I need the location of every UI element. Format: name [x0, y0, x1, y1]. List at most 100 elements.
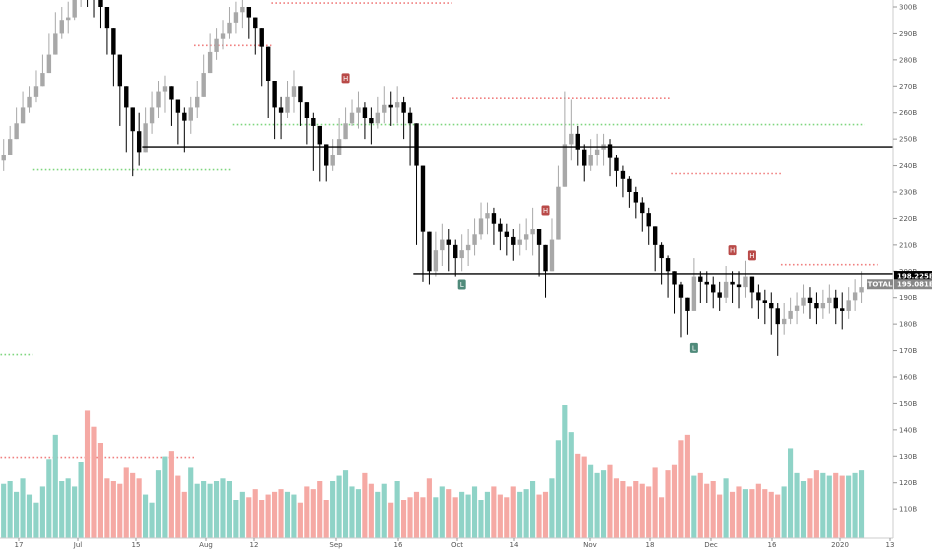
- volume-bar: [336, 475, 342, 538]
- candle-body: [253, 17, 258, 29]
- candle-body: [717, 292, 722, 298]
- candle-body: [240, 7, 245, 13]
- volume-bar: [226, 481, 232, 538]
- price-label-value: 195.081B: [897, 281, 932, 289]
- candle-body: [840, 308, 845, 311]
- candle-body: [356, 107, 361, 113]
- volume-bar: [671, 464, 678, 538]
- volume-bar: [91, 426, 97, 538]
- candle-body: [833, 297, 838, 309]
- price-label-value: 198.225B: [897, 273, 932, 281]
- candle-body: [440, 239, 445, 251]
- volume-bar: [362, 472, 368, 538]
- candle-body: [227, 22, 232, 34]
- volume-bar: [768, 491, 774, 538]
- volume-bar: [697, 472, 703, 538]
- x-tick-label: 12: [250, 541, 259, 549]
- volume-bar: [717, 494, 723, 538]
- candle-body: [504, 231, 510, 237]
- volume-bar: [465, 494, 471, 538]
- candle-body: [117, 54, 123, 87]
- candle-body: [814, 303, 819, 309]
- candle-body: [175, 99, 181, 113]
- volume-bar: [749, 489, 755, 538]
- y-tick-label: 110B: [899, 506, 917, 514]
- candle-body: [511, 236, 516, 245]
- candle-body: [459, 250, 464, 259]
- candle-body: [220, 33, 226, 39]
- volume-bar: [426, 478, 432, 538]
- dotted-levels: [0, 2, 878, 459]
- volume-bar: [852, 472, 858, 538]
- volume-bar: [729, 491, 736, 538]
- volume-bar: [194, 483, 200, 538]
- candle-body: [588, 155, 593, 166]
- volume-bar: [26, 494, 33, 538]
- candle-body: [614, 157, 619, 171]
- candle-body: [536, 229, 542, 245]
- volume-bar: [188, 467, 194, 538]
- volume-bar: [497, 494, 503, 538]
- x-tick-label: Jul: [73, 541, 83, 549]
- volume-bar: [581, 456, 587, 538]
- candle-body: [1, 155, 6, 161]
- volume-bar: [420, 497, 426, 538]
- candle-body: [104, 7, 110, 29]
- x-tick-label: Dec: [704, 541, 718, 549]
- candle-body: [498, 223, 503, 232]
- candle-body: [20, 107, 26, 124]
- volume-bar: [471, 486, 478, 538]
- y-tick-label: 180B: [899, 321, 917, 329]
- marker-label: L: [460, 281, 464, 289]
- volume-bar: [162, 456, 168, 538]
- price-label-bg: [894, 279, 932, 290]
- volume-bar: [613, 478, 619, 538]
- volume-bar: [259, 500, 265, 538]
- volume-bar: [755, 483, 761, 538]
- y-tick-label: 290B: [899, 30, 917, 38]
- volume-bar: [342, 470, 349, 538]
- volume-bar: [272, 491, 278, 538]
- candle-body: [652, 226, 658, 245]
- volume-bar: [407, 497, 413, 538]
- volume-bar: [710, 481, 716, 538]
- volume-bar: [78, 462, 84, 538]
- x-tick-label: Sep: [329, 541, 343, 549]
- volume-bar: [549, 478, 555, 538]
- x-tick-label: 2020: [831, 541, 849, 549]
- candle-body: [762, 300, 768, 303]
- volume-bar: [143, 494, 149, 538]
- volume-bar: [175, 475, 181, 538]
- candle-body: [485, 213, 490, 219]
- candle-body: [698, 276, 703, 282]
- price-label-name: TOTAL: [868, 281, 893, 289]
- y-axis-ticks[interactable]: 300B 290B 280B 270B 260B 250B 240B 230B 220B 210B…: [893, 4, 917, 514]
- volume-bar: [220, 478, 226, 538]
- volume-bar: [800, 481, 807, 538]
- volume-bar: [839, 475, 845, 538]
- volume-bar: [536, 494, 542, 538]
- y-tick-label: 270B: [899, 83, 917, 91]
- volume-bar: [291, 494, 297, 538]
- marker-badge: [728, 245, 737, 256]
- candle-body: [743, 276, 748, 288]
- horizontal-lines[interactable]: [142, 146, 893, 275]
- x-tick-label: 13: [886, 541, 895, 549]
- candle-body: [827, 297, 832, 303]
- volume-bar: [510, 486, 516, 538]
- volume-bar: [149, 502, 155, 538]
- volume-bar: [310, 489, 316, 538]
- volume-bar: [349, 486, 355, 538]
- volume-bar: [213, 481, 220, 538]
- candle-body: [369, 118, 374, 124]
- y-tick-label: 220B: [899, 215, 917, 223]
- volume-bar: [588, 464, 594, 538]
- volume-bar: [833, 472, 839, 538]
- candle-body: [556, 186, 561, 240]
- x-axis-ticks[interactable]: 17 Jul 15 Aug 12 Sep 16 Oct 14 Nov 18 Dec 16 2020 13: [15, 538, 895, 549]
- candle-body: [143, 123, 148, 153]
- candle-body: [214, 38, 219, 52]
- volume-bar: [65, 478, 71, 538]
